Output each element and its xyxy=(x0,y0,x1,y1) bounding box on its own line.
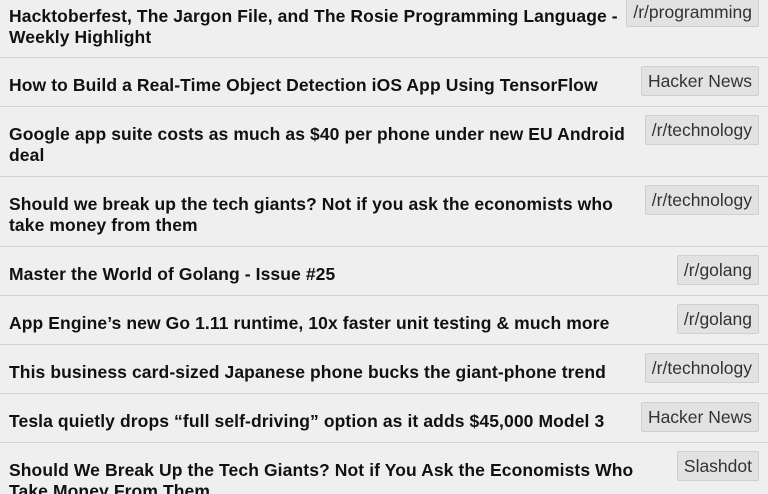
source-badge[interactable]: /r/golang xyxy=(676,304,759,334)
list-item[interactable]: Hacktoberfest, The Jargon File, and The … xyxy=(0,0,768,58)
source-badge[interactable]: /r/technology xyxy=(644,115,759,145)
item-title[interactable]: Should we break up the tech giants? Not … xyxy=(9,194,613,235)
item-title[interactable]: Master the World of Golang - Issue #25 xyxy=(9,264,336,284)
list-item[interactable]: How to Build a Real-Time Object Detectio… xyxy=(0,58,768,107)
list-item[interactable]: Master the World of Golang - Issue #25 /… xyxy=(0,247,768,296)
item-title[interactable]: Tesla quietly drops “full self-driving” … xyxy=(9,411,605,431)
source-badge[interactable]: /r/golang xyxy=(676,255,759,285)
item-title[interactable]: This business card-sized Japanese phone … xyxy=(9,362,606,382)
source-badge[interactable]: /r/programming xyxy=(626,0,759,27)
source-badge[interactable]: Slashdot xyxy=(676,451,759,481)
source-badge[interactable]: Hacker News xyxy=(640,66,759,96)
list-item[interactable]: This business card-sized Japanese phone … xyxy=(0,345,768,394)
list-item[interactable]: App Engine’s new Go 1.11 runtime, 10x fa… xyxy=(0,296,768,345)
source-badge[interactable]: /r/technology xyxy=(644,185,759,215)
list-item[interactable]: Tesla quietly drops “full self-driving” … xyxy=(0,394,768,443)
list-item[interactable]: Google app suite costs as much as $40 pe… xyxy=(0,107,768,177)
list-item[interactable]: Should we break up the tech giants? Not … xyxy=(0,177,768,247)
item-title[interactable]: Google app suite costs as much as $40 pe… xyxy=(9,124,625,165)
item-title[interactable]: Should We Break Up the Tech Giants? Not … xyxy=(9,460,634,494)
item-title[interactable]: How to Build a Real-Time Object Detectio… xyxy=(9,75,598,95)
source-badge[interactable]: Hacker News xyxy=(640,402,759,432)
item-title[interactable]: Hacktoberfest, The Jargon File, and The … xyxy=(9,6,618,47)
list-item[interactable]: Should We Break Up the Tech Giants? Not … xyxy=(0,443,768,494)
source-badge[interactable]: /r/technology xyxy=(644,353,759,383)
item-title[interactable]: App Engine’s new Go 1.11 runtime, 10x fa… xyxy=(9,313,610,333)
